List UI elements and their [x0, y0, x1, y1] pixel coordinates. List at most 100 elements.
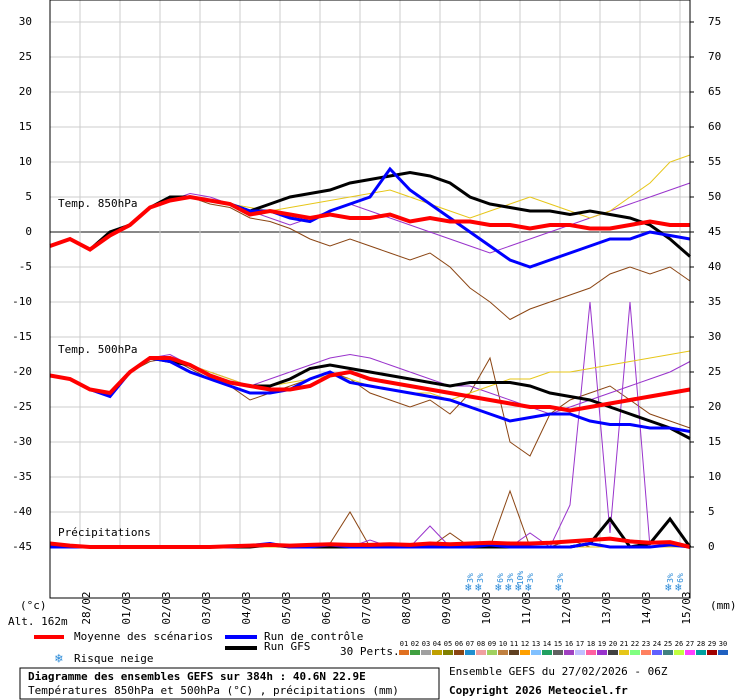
snow-risk-label: 6% [496, 573, 505, 583]
member-swatch [586, 650, 596, 655]
y-tick-label: 20 [19, 85, 32, 98]
y-tick-label: 5 [25, 190, 32, 203]
snow-icon: ❄ [555, 581, 562, 594]
y2-tick-label: 5 [708, 505, 715, 518]
y-tick-label: 25 [19, 50, 32, 63]
precip-label: Précipitations [58, 526, 151, 539]
x-tick-label: 04/03 [240, 591, 253, 624]
y2-tick-label: 30 [708, 330, 721, 343]
y2-tick-label: 0 [708, 540, 715, 553]
x-tick-label: 11/03 [520, 591, 533, 624]
x-tick-label: 03/03 [200, 591, 213, 624]
y-tick-label: 0 [25, 225, 32, 238]
y-tick-label: 30 [19, 15, 32, 28]
member-label: 03 [422, 640, 430, 648]
perts-label: 30 Perts. [340, 645, 400, 658]
y2-tick-label: 10 [708, 470, 721, 483]
member-swatch [696, 650, 706, 655]
y-tick-label: -5 [19, 260, 32, 273]
y-tick-label: -25 [12, 400, 32, 413]
y2-tick-label: 20 [708, 400, 721, 413]
member-label: 23 [642, 640, 650, 648]
member-swatch [520, 650, 530, 655]
x-tick-label: 08/03 [400, 591, 413, 624]
snow-risk-label: 3% [476, 573, 485, 583]
member-swatch [685, 650, 695, 655]
y2-tick-label: 55 [708, 155, 721, 168]
member-swatch [410, 650, 420, 655]
y2-tick-label: 15 [708, 435, 721, 448]
member-label: 09 [488, 640, 496, 648]
snow-icon: ❄ [675, 581, 682, 594]
member-swatch [443, 650, 453, 655]
x-tick-label: 05/03 [280, 591, 293, 624]
y2-tick-label: 75 [708, 15, 721, 28]
member-label: 04 [433, 640, 441, 648]
x-tick-label: 01/03 [120, 591, 133, 624]
y-tick-label: -40 [12, 505, 32, 518]
x-tick-label: 10/03 [480, 591, 493, 624]
y-tick-label: -35 [12, 470, 32, 483]
member-label: 25 [664, 640, 672, 648]
t850-label: Temp. 850hPa [58, 197, 137, 210]
y2-tick-label: 25 [708, 365, 721, 378]
legend-label: Run de contrôle [264, 630, 363, 643]
member-swatch [575, 650, 585, 655]
member-swatch [630, 650, 640, 655]
member-swatch [718, 650, 728, 655]
snow-risk-label: 3% [666, 573, 675, 583]
footer-title: Diagramme des ensembles GEFS sur 384h : … [28, 670, 366, 683]
snow-icon: ❄ [665, 581, 672, 594]
member-swatch [597, 650, 607, 655]
snow-risk-label: 3% [526, 573, 535, 583]
member-swatch [608, 650, 618, 655]
y2-tick-label: 70 [708, 50, 721, 63]
member-swatch [619, 650, 629, 655]
member-label: 05 [444, 640, 452, 648]
y2-tick-label: 50 [708, 190, 721, 203]
member-swatch [432, 650, 442, 655]
member-label: 01 [400, 640, 408, 648]
snow-icon: ❄ [505, 581, 512, 594]
snow-icon: ❄ [475, 581, 482, 594]
x-tick-label: 07/03 [360, 591, 373, 624]
member-swatch [509, 650, 519, 655]
copyright: Copyright 2026 Meteociel.fr [449, 684, 628, 697]
snow-risk-label: 3% [556, 573, 565, 583]
lines [49, 154, 692, 549]
y2-tick-label: 45 [708, 225, 721, 238]
member-label: 30 [719, 640, 727, 648]
y2-tick-label: 35 [708, 295, 721, 308]
member-swatch [399, 650, 409, 655]
member-label: 11 [510, 640, 518, 648]
member-label: 15 [554, 640, 562, 648]
member-legend: 01 02 03 04 05 06 07 08 09 10 11 12 13 14 15 16 17 18 19 20… [399, 640, 728, 655]
member-label: 28 [697, 640, 705, 648]
member-swatch [652, 650, 662, 655]
snow-legend: Risque neige [74, 652, 153, 665]
member-label: 02 [411, 640, 419, 648]
member-swatch [498, 650, 508, 655]
x-tick-label: 13/03 [600, 591, 613, 624]
y2-tick-label: 60 [708, 120, 721, 133]
member-label: 19 [598, 640, 606, 648]
x-tick-label: 28/02 [80, 591, 93, 624]
footer-subtitle: Températures 850hPa et 500hPa (°C) , pré… [28, 684, 399, 697]
snow-icon: ❄ [465, 581, 472, 594]
member-label: 14 [543, 640, 551, 648]
x-tick-label: 12/03 [560, 591, 573, 624]
member-swatch [542, 650, 552, 655]
y2-tick-label: 65 [708, 85, 721, 98]
member-label: 17 [576, 640, 584, 648]
member-label: 21 [620, 640, 628, 648]
member-label: 12 [521, 640, 529, 648]
y-tick-label: -45 [12, 540, 32, 553]
member-label: 29 [708, 640, 716, 648]
member-label: 27 [686, 640, 694, 648]
member-swatch [564, 650, 574, 655]
legend-label: Run GFS [264, 640, 310, 653]
y-tick-label: 10 [19, 155, 32, 168]
member-label: 13 [532, 640, 540, 648]
member-swatch [663, 650, 673, 655]
